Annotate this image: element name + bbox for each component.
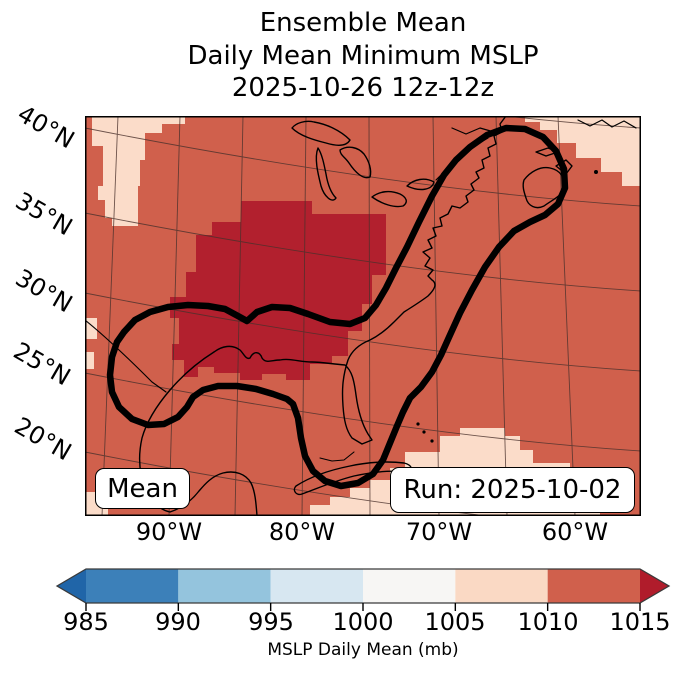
lon-label-90w: 90°W — [135, 518, 203, 546]
colorbar-tick-1005: 1005 — [424, 608, 486, 636]
mean-annotation-text: Mean — [107, 473, 178, 504]
mean-annotation-box: Mean — [95, 468, 190, 509]
colorbar-segment — [363, 569, 456, 603]
colorbar-segment — [270, 569, 363, 603]
colorbar-tick-995: 995 — [248, 608, 294, 636]
lon-label-70w: 70°W — [405, 518, 473, 546]
run-annotation-text: Run: 2025-10-02 — [403, 475, 622, 505]
lon-label-80w: 80°W — [268, 518, 336, 546]
title-line-2: Daily Mean Minimum MSLP — [187, 40, 539, 71]
map-frame — [85, 116, 641, 516]
title-line-1: Ensemble Mean — [259, 8, 467, 38]
colorbar-tick-1010: 1010 — [517, 608, 579, 636]
title-line-3: 2025-10-26 12z-12z — [231, 73, 495, 103]
colorbar-segment — [547, 569, 640, 603]
colorbar-tick-985: 985 — [63, 608, 109, 636]
colorbar-segment — [178, 569, 271, 603]
colorbar-ticks-marks — [85, 603, 641, 611]
run-annotation-box: Run: 2025-10-02 — [390, 467, 635, 513]
mean-contour — [106, 124, 569, 490]
lon-label-60w: 60°W — [541, 518, 609, 546]
figure-title: Ensemble Mean Daily Mean Minimum MSLP 20… — [38, 7, 688, 105]
colorbar-tick-1000: 1000 — [332, 608, 394, 636]
colorbar-segment — [86, 569, 179, 603]
colorbar-axis-label: MSLP Daily Mean (mb) — [267, 640, 459, 660]
colorbar-extend-right — [640, 569, 669, 603]
colorbar-extend-left — [57, 569, 86, 603]
colorbar-tick-990: 990 — [155, 608, 201, 636]
colorbar-tick-1015: 1015 — [609, 608, 671, 636]
mslp-high-region — [170, 201, 386, 380]
colorbar-segment — [455, 569, 548, 603]
colorbar — [55, 568, 671, 611]
